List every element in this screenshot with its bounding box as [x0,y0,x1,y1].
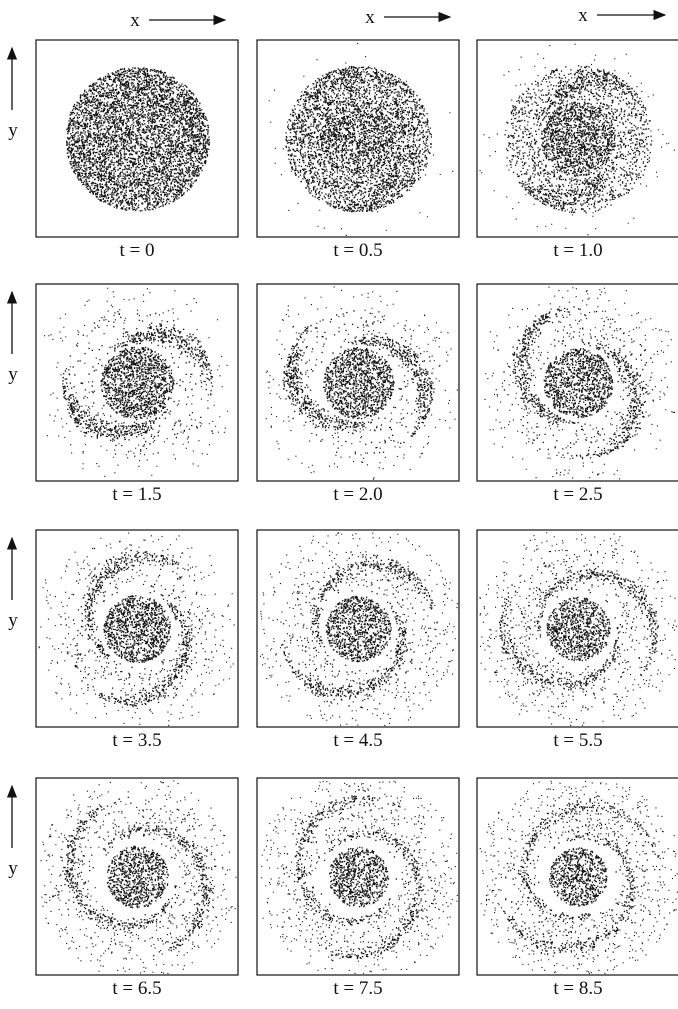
figure: x x x y y y y t = 0 t = 0.5 t = 1.0 t = 1.5 t = 2.0… [0,0,678,1004]
panel-label: t = 2.0 [333,484,382,505]
panel-label: t = 1.0 [553,240,602,261]
panel-label: t = 7.5 [333,978,382,999]
panel-label: t = 0 [120,240,155,261]
particles [39,533,235,727]
particles [261,781,458,974]
particles [66,67,210,211]
panel-label: t = 3.5 [112,730,161,751]
panel-label: t = 1.5 [112,484,161,505]
panel-label: t = 5.5 [553,730,602,751]
particles [266,286,458,479]
particles [260,532,458,726]
panel-label: t = 2.5 [553,484,602,505]
panel-label: t = 6.5 [112,978,161,999]
y-axis-label: y [8,858,18,879]
particles [480,781,678,974]
x-axis-label: x [578,5,588,26]
panel-label: t = 4.5 [333,730,382,751]
particles [485,287,676,480]
particles [480,44,675,235]
panel-label: t = 8.5 [553,978,602,999]
panel-label: t = 0.5 [333,240,382,261]
page: x x x y y y y t = 0 t = 0.5 t = 1.0 t = 1.5 t = 2.0… [0,0,678,1004]
y-axis-label: y [8,610,18,631]
y-axis-label: y [8,364,18,385]
particles [269,43,454,236]
y-axis-label: y [8,120,18,141]
particles [41,780,237,974]
x-axis-label: x [365,7,375,28]
particles [44,288,228,477]
panel-frame [257,284,459,481]
particles [479,532,676,726]
x-axis-label: x [130,10,140,31]
